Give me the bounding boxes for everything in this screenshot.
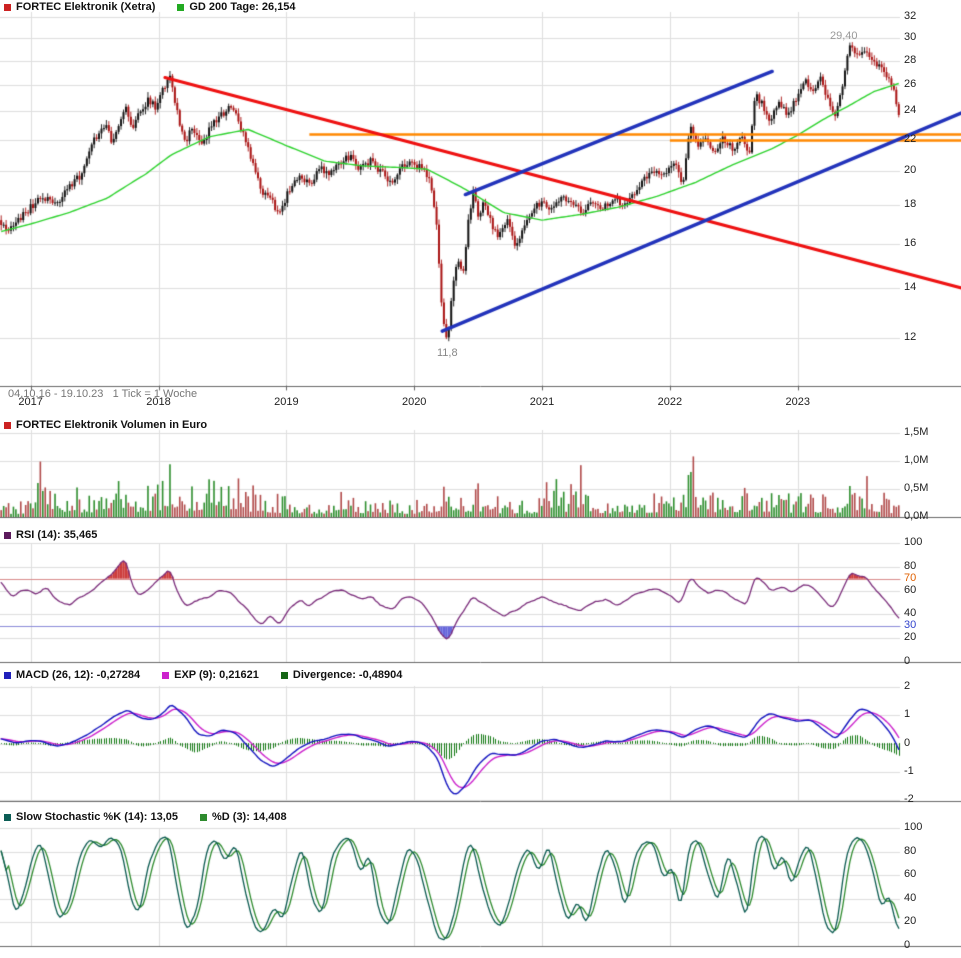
volume-swatch xyxy=(4,421,11,429)
rsi-label: RSI (14): 35,465 xyxy=(16,529,98,541)
price-series-swatch xyxy=(4,3,11,11)
stoch-d-swatch xyxy=(200,813,207,821)
macd-legend-item: MACD (26, 12): -0,27284 xyxy=(4,669,140,681)
rsi-legend-item: RSI (14): 35,465 xyxy=(4,529,97,541)
price-legend: FORTEC Elektronik (Xetra) GD 200 Tage: 2… xyxy=(4,1,318,13)
exp-label: EXP (9): 0,21621 xyxy=(174,669,259,681)
macd-swatch xyxy=(4,671,11,679)
high-price-label: 29,40 xyxy=(830,30,858,42)
exp-swatch xyxy=(162,671,170,679)
date-range-label: 04.10.16 - 19.10.23 1 Tick = 1 Woche xyxy=(8,388,197,400)
rsi-legend: RSI (14): 35,465 xyxy=(4,529,119,541)
macd-label: MACD (26, 12): -0,27284 xyxy=(16,669,141,681)
volume-legend-item: FORTEC Elektronik Volumen in Euro xyxy=(4,419,207,431)
divergence-swatch xyxy=(280,671,288,679)
divergence-legend-item: Divergence: -0,48904 xyxy=(280,669,403,681)
exp-legend-item: EXP (9): 0,21621 xyxy=(162,669,259,681)
low-price-label: 11,8 xyxy=(437,347,458,359)
macd-legend: MACD (26, 12): -0,27284 EXP (9): 0,21621… xyxy=(4,669,424,681)
volume-label: FORTEC Elektronik Volumen in Euro xyxy=(16,419,208,431)
divergence-label: Divergence: -0,48904 xyxy=(292,669,403,681)
stoch-d-label: %D (3): 14,408 xyxy=(212,811,287,823)
stoch-k-legend-item: Slow Stochastic %K (14): 13,05 xyxy=(4,811,178,823)
gd200-swatch xyxy=(177,3,185,11)
stoch-k-swatch xyxy=(4,813,11,821)
stoch-k-label: Slow Stochastic %K (14): 13,05 xyxy=(16,811,178,823)
rsi-swatch xyxy=(4,531,11,539)
tick-period-text: 1 Tick = 1 Woche xyxy=(112,388,198,400)
stochastic-legend: Slow Stochastic %K (14): 13,05 %D (3): 1… xyxy=(4,811,309,823)
stoch-d-legend-item: %D (3): 14,408 xyxy=(200,811,287,823)
price-series-label: FORTEC Elektronik (Xetra) xyxy=(16,1,156,13)
volume-legend: FORTEC Elektronik Volumen in Euro xyxy=(4,419,229,431)
gd200-legend-item: GD 200 Tage: 26,154 xyxy=(177,1,296,13)
range-text: 04.10.16 - 19.10.23 xyxy=(8,388,104,400)
gd200-label: GD 200 Tage: 26,154 xyxy=(189,1,296,13)
price-series-legend-item: FORTEC Elektronik (Xetra) xyxy=(4,1,155,13)
